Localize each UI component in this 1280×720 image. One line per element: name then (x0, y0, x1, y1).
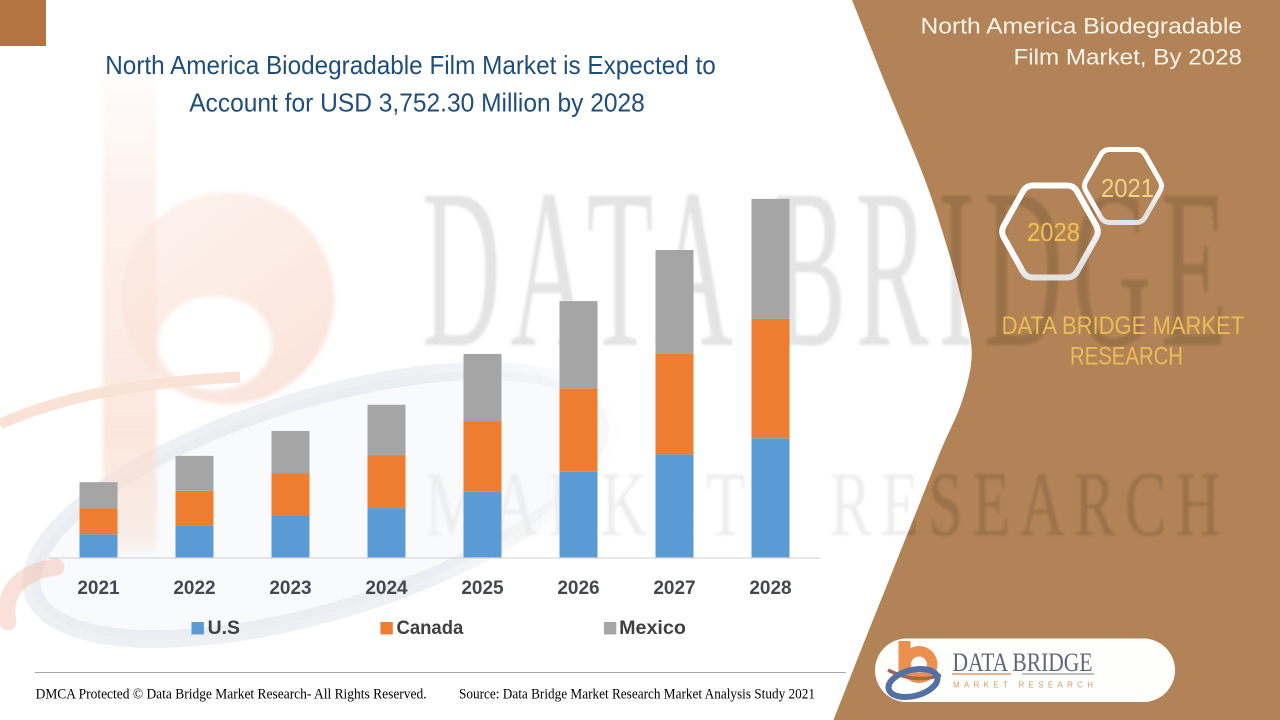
svg-text:2022: 2022 (173, 578, 215, 599)
svg-text:Film Market, By 2028: Film Market, By 2028 (1014, 45, 1243, 70)
svg-text:RESEARCH: RESEARCH (830, 453, 1230, 555)
svg-text:U.S: U.S (208, 618, 240, 639)
svg-text:2021: 2021 (77, 578, 120, 599)
svg-text:2023: 2023 (269, 578, 311, 599)
svg-text:2024: 2024 (365, 578, 408, 599)
svg-text:2021: 2021 (1101, 173, 1154, 203)
svg-text:North America Biodegradable: North America Biodegradable (921, 14, 1243, 39)
svg-text:Canada: Canada (397, 618, 464, 639)
svg-text:Account for USD 3,752.30 Milli: Account for USD 3,752.30 Million by 2028 (189, 88, 645, 118)
svg-text:Mexico: Mexico (619, 618, 686, 639)
svg-text:2026: 2026 (557, 578, 599, 599)
svg-text:DATA BRIDGE MARKET: DATA BRIDGE MARKET (1002, 312, 1245, 340)
svg-text:2028: 2028 (749, 578, 791, 599)
svg-text:North America Biodegradable Fi: North America Biodegradable Film Market … (105, 50, 716, 80)
svg-text:RESEARCH: RESEARCH (1070, 342, 1183, 370)
svg-text:Source: Data Bridge Market Res: Source: Data Bridge Market Research Mark… (459, 687, 815, 703)
svg-text:MARKET: MARKET (425, 453, 755, 555)
svg-text:DMCA Protected © Data Bridge M: DMCA Protected © Data Bridge Market Rese… (36, 687, 427, 703)
svg-text:2027: 2027 (653, 578, 695, 599)
svg-text:2025: 2025 (461, 578, 504, 599)
svg-text:MARKET RESEARCH: MARKET RESEARCH (953, 681, 1093, 690)
svg-text:2028: 2028 (1027, 217, 1080, 247)
svg-text:DATA BRIDGE: DATA BRIDGE (953, 648, 1093, 677)
